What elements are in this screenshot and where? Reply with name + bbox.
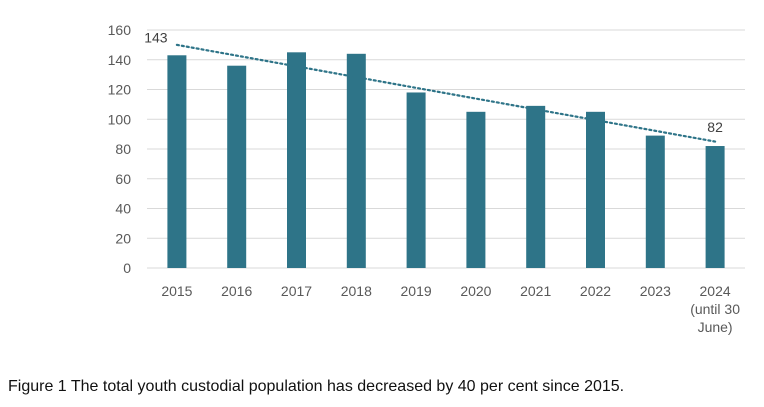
x-tick-label: June) bbox=[698, 319, 733, 335]
x-tick-label: 2018 bbox=[341, 283, 372, 299]
bar bbox=[167, 55, 187, 268]
bar bbox=[466, 111, 486, 268]
x-tick-label: 2016 bbox=[221, 283, 252, 299]
bar bbox=[227, 65, 247, 268]
bar bbox=[705, 146, 725, 268]
y-axis-ticks: 0 20 40 60 80 100 120 140 160 bbox=[108, 22, 132, 276]
data-labels: 143 82 bbox=[144, 29, 723, 135]
y-tick-label: 160 bbox=[108, 22, 132, 38]
bar bbox=[406, 92, 426, 268]
x-tick-label: 2022 bbox=[580, 283, 611, 299]
data-label: 143 bbox=[144, 29, 168, 45]
bar bbox=[586, 111, 605, 268]
x-tick-label: 2019 bbox=[401, 283, 432, 299]
trendline bbox=[175, 43, 717, 143]
bar bbox=[346, 53, 366, 268]
x-tick-label: 2015 bbox=[161, 283, 192, 299]
bars bbox=[167, 52, 725, 268]
x-tick-label: 2024 bbox=[700, 283, 731, 299]
bar bbox=[526, 105, 546, 268]
y-tick-label: 0 bbox=[123, 260, 131, 276]
y-tick-label: 140 bbox=[108, 52, 132, 68]
figure-caption: Figure 1 The total youth custodial popul… bbox=[8, 378, 625, 395]
y-tick-label: 100 bbox=[108, 111, 132, 127]
y-tick-label: 40 bbox=[115, 201, 131, 217]
data-label: 82 bbox=[707, 119, 723, 135]
bar bbox=[287, 52, 306, 268]
trendline-group bbox=[175, 43, 717, 143]
bar bbox=[645, 135, 665, 268]
gridlines bbox=[147, 29, 745, 269]
y-tick-label: 80 bbox=[115, 141, 131, 157]
y-tick-label: 120 bbox=[108, 82, 132, 98]
x-tick-label: 2020 bbox=[460, 283, 491, 299]
x-tick-label: 2021 bbox=[520, 283, 551, 299]
x-tick-label: 2023 bbox=[640, 283, 671, 299]
y-tick-label: 60 bbox=[115, 171, 131, 187]
x-tick-label: (until 30 bbox=[690, 301, 740, 317]
y-tick-label: 20 bbox=[115, 230, 131, 246]
x-tick-label: 2017 bbox=[281, 283, 312, 299]
x-axis-ticks: 2015 2016 2017 2018 2019 2020 2021 2022 2023 2024… bbox=[161, 283, 740, 335]
